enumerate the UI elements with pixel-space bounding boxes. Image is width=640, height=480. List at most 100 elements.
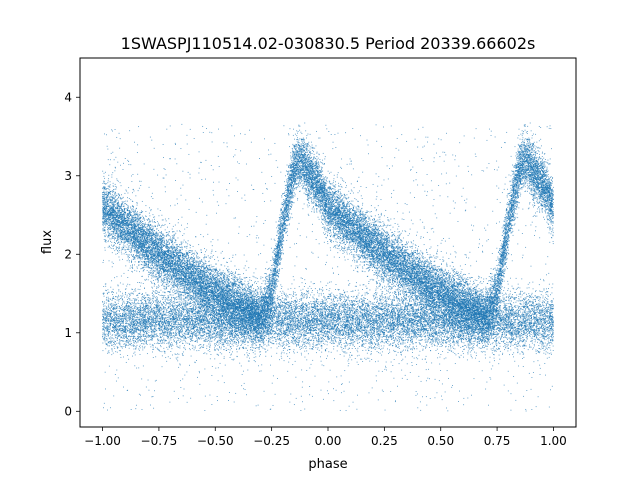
- data-point: [343, 201, 344, 202]
- data-point: [393, 227, 394, 228]
- data-point: [115, 243, 116, 244]
- data-point: [546, 222, 547, 223]
- data-point: [272, 257, 273, 258]
- data-point: [136, 208, 137, 209]
- data-point: [267, 269, 268, 270]
- data-point: [162, 225, 163, 226]
- data-point: [530, 123, 531, 124]
- data-point: [170, 237, 171, 238]
- data-point: [353, 259, 354, 260]
- data-point: [387, 225, 388, 226]
- data-point: [166, 269, 167, 270]
- data-point: [401, 297, 402, 298]
- data-point: [337, 266, 338, 267]
- data-point: [298, 140, 299, 141]
- data-point: [517, 190, 518, 191]
- data-point: [244, 283, 245, 284]
- data-point: [545, 211, 546, 212]
- data-point: [537, 200, 538, 201]
- data-point: [377, 276, 378, 277]
- data-point: [526, 179, 527, 180]
- data-point: [288, 180, 289, 181]
- data-point: [360, 261, 361, 262]
- data-point: [384, 215, 385, 216]
- data-point: [313, 148, 314, 149]
- data-point: [154, 284, 155, 285]
- data-point: [335, 227, 336, 228]
- data-point: [530, 155, 531, 156]
- data-point: [526, 132, 527, 133]
- data-point: [435, 294, 436, 295]
- data-point: [300, 159, 301, 160]
- data-point: [379, 238, 380, 239]
- data-point: [255, 340, 256, 341]
- data-point: [524, 180, 525, 181]
- data-point: [550, 222, 551, 223]
- data-point: [178, 284, 179, 285]
- data-point: [507, 197, 508, 198]
- data-point: [473, 345, 474, 346]
- data-point: [302, 187, 303, 188]
- data-point: [394, 218, 395, 219]
- data-point: [274, 266, 275, 267]
- data-point: [403, 284, 404, 285]
- data-point: [146, 258, 147, 259]
- data-point: [300, 132, 301, 133]
- data-point: [419, 292, 420, 293]
- data-point: [149, 274, 150, 275]
- data-point: [293, 190, 294, 191]
- data-point: [281, 197, 282, 198]
- data-point: [216, 275, 217, 276]
- data-point: [372, 258, 373, 259]
- data-point: [385, 257, 386, 258]
- data-point: [165, 219, 166, 220]
- data-point: [354, 245, 355, 246]
- data-point: [177, 284, 178, 285]
- data-point: [192, 287, 193, 288]
- data-point: [354, 249, 355, 250]
- data-point: [396, 284, 397, 285]
- data-point: [531, 171, 532, 172]
- data-point: [304, 147, 305, 148]
- data-point: [483, 294, 484, 295]
- data-point: [364, 222, 365, 223]
- data-point: [433, 272, 434, 273]
- data-point: [177, 250, 178, 251]
- data-point: [319, 176, 320, 177]
- data-point: [414, 295, 415, 296]
- data-point: [303, 186, 304, 187]
- data-point: [439, 270, 440, 271]
- data-point: [404, 284, 405, 285]
- data-point: [434, 281, 435, 282]
- data-point: [390, 219, 391, 220]
- data-point: [212, 302, 213, 303]
- data-point: [454, 276, 455, 277]
- data-point: [130, 211, 131, 212]
- data-point: [434, 310, 435, 311]
- data-point: [370, 267, 371, 268]
- data-point: [210, 258, 211, 259]
- data-point: [162, 284, 163, 285]
- data-point: [536, 151, 537, 152]
- data-point: [152, 276, 153, 277]
- data-point: [415, 279, 416, 280]
- data-point: [399, 237, 400, 238]
- data-point: [550, 158, 551, 159]
- data-point: [174, 242, 175, 243]
- data-point: [533, 157, 534, 158]
- data-point: [339, 248, 340, 249]
- data-point: [219, 298, 220, 299]
- data-point: [330, 247, 331, 248]
- data-point: [330, 250, 331, 251]
- data-point: [286, 180, 287, 181]
- data-point: [395, 237, 396, 238]
- data-point: [312, 192, 313, 193]
- data-point: [408, 285, 409, 286]
- data-point: [497, 257, 498, 258]
- data-point: [377, 270, 378, 271]
- data-point: [409, 233, 410, 234]
- data-point: [212, 281, 213, 282]
- data-point: [271, 248, 272, 249]
- data-point: [367, 268, 368, 269]
